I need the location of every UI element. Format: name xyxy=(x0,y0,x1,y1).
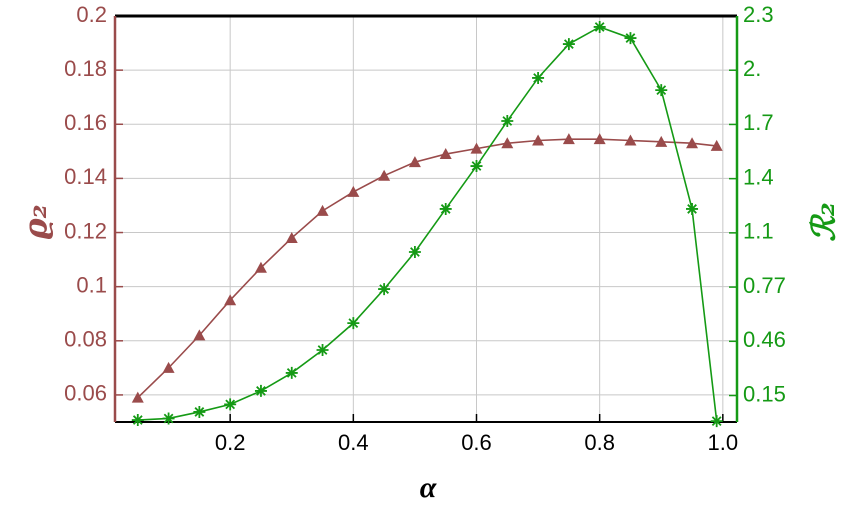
x-tick-label: 0.4 xyxy=(338,430,369,455)
star-marker xyxy=(501,115,514,128)
star-marker xyxy=(686,202,699,215)
star-marker xyxy=(562,38,575,51)
triangle-marker xyxy=(347,185,360,197)
triangle-marker xyxy=(624,134,637,146)
triangle-marker xyxy=(285,231,298,243)
y-tick-label: 0.1 xyxy=(76,272,107,297)
y2-tick-label: 2.3 xyxy=(743,2,774,27)
y2-tick-label: 0.46 xyxy=(743,327,786,352)
y-tick-label: 0.06 xyxy=(64,381,107,406)
y2-axis-label: ℛ₂ xyxy=(805,202,843,242)
triangle-marker xyxy=(254,261,267,273)
y-tick-label: 0.08 xyxy=(64,327,107,352)
triangle-marker xyxy=(224,294,237,306)
triangle-marker xyxy=(131,391,144,403)
y2-tick-label: 1.7 xyxy=(743,110,774,135)
star-marker xyxy=(254,384,267,397)
x-axis-label: α xyxy=(420,471,437,504)
x-tick-label: 0.6 xyxy=(461,430,492,455)
triangle-marker xyxy=(655,135,668,147)
y2-tick-label: 1.1 xyxy=(743,219,774,244)
triangle-marker xyxy=(501,137,514,149)
y2-tick-label: 0.15 xyxy=(743,381,786,406)
star-marker xyxy=(408,246,421,259)
triangle-marker xyxy=(470,142,483,154)
star-marker xyxy=(439,202,452,215)
star-marker xyxy=(593,20,606,33)
y2-tick-label: 2. xyxy=(743,56,761,81)
triangle-marker xyxy=(193,329,206,341)
x-tick-label: 0.8 xyxy=(584,430,615,455)
star-marker xyxy=(224,398,237,411)
star-marker xyxy=(193,405,206,418)
triangle-marker xyxy=(532,134,545,146)
star-marker xyxy=(470,160,483,173)
triangle-marker xyxy=(562,133,575,145)
star-marker xyxy=(285,366,298,379)
triangle-marker xyxy=(593,133,606,145)
triangle-marker xyxy=(686,137,699,149)
y2-tick-label: 0.77 xyxy=(743,273,786,298)
x-tick-label: 0.2 xyxy=(215,430,246,455)
triangle-marker xyxy=(316,204,329,216)
y-tick-label: 0.18 xyxy=(64,56,107,81)
star-marker xyxy=(316,343,329,356)
y2-tick-label: 1.4 xyxy=(743,164,774,189)
star-marker xyxy=(710,415,723,428)
y-axis-label: ϱ₂ xyxy=(17,204,55,239)
triangle-marker xyxy=(439,148,452,160)
star-marker xyxy=(131,414,144,427)
star-marker xyxy=(347,317,360,330)
y-tick-label: 0.2 xyxy=(76,2,107,27)
series-line xyxy=(137,26,718,422)
series-line xyxy=(137,138,717,399)
star-marker xyxy=(655,84,668,97)
star-marker xyxy=(624,32,637,45)
triangle-marker xyxy=(408,156,421,168)
triangle-marker xyxy=(710,139,723,151)
star-marker xyxy=(162,412,175,425)
star-marker xyxy=(532,71,545,84)
y-tick-label: 0.14 xyxy=(64,164,107,189)
y-tick-label: 0.16 xyxy=(64,110,107,135)
y-tick-label: 0.12 xyxy=(64,218,107,243)
triangle-marker xyxy=(378,169,391,181)
triangle-marker xyxy=(162,361,175,373)
star-marker xyxy=(378,283,391,296)
x-tick-label: 1.0 xyxy=(708,430,739,455)
